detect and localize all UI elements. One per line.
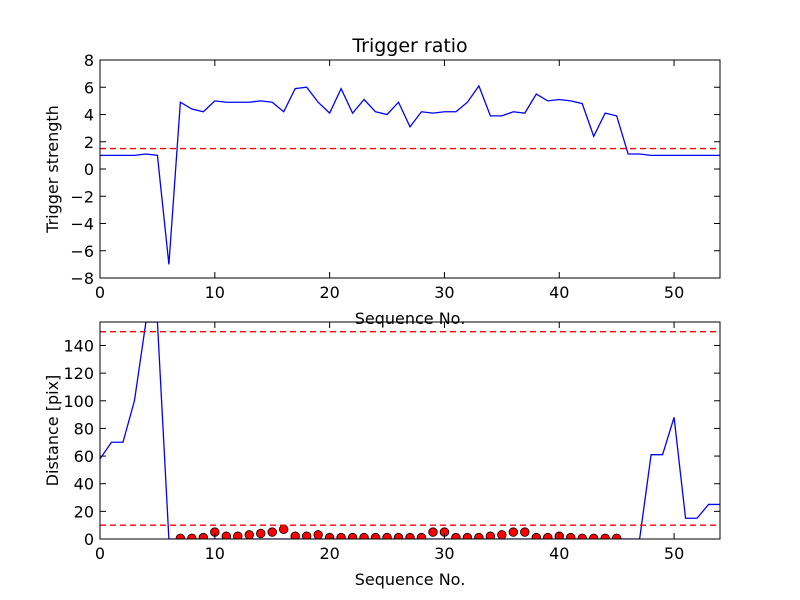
plot-data <box>100 84 720 265</box>
y-tick-label: 80 <box>74 419 94 438</box>
x-tick-label: 0 <box>95 544 105 563</box>
data-marker <box>566 532 576 539</box>
data-marker <box>221 531 231 539</box>
series-line <box>100 84 720 265</box>
data-marker <box>347 532 358 539</box>
series-line <box>100 322 720 539</box>
x-tick-label: 20 <box>319 283 339 302</box>
data-marker <box>508 527 519 537</box>
data-marker <box>393 532 404 539</box>
data-marker <box>382 532 392 539</box>
data-marker <box>520 527 530 537</box>
trigger-ratio-chart: 0 10 20 30 40 50 −8 −6 −4 −2 0 2 4 6 8 Trigger ratio Seq… <box>43 35 721 328</box>
distance-chart: 0 10 20 30 40 50 0 20 40 60 80 100 120 140 Sequence No… <box>43 321 721 589</box>
y-tick-label: 4 <box>84 106 94 125</box>
x-axis-label: Sequence No. <box>355 309 466 328</box>
data-marker <box>336 532 346 539</box>
data-marker <box>416 532 427 539</box>
data-marker <box>405 532 415 539</box>
data-marker <box>497 530 507 539</box>
data-marker <box>290 531 300 539</box>
data-marker <box>313 530 323 539</box>
data-marker <box>198 532 209 539</box>
data-marker <box>428 527 438 537</box>
data-marker <box>451 532 461 539</box>
y-tick-label: 0 <box>84 160 94 179</box>
y-tick-label: −6 <box>70 242 94 261</box>
data-marker <box>359 532 369 539</box>
x-tick-label: 10 <box>205 544 225 563</box>
data-marker <box>233 531 243 539</box>
x-tick-label: 40 <box>549 544 569 563</box>
y-tick-label: 120 <box>63 364 94 383</box>
data-marker <box>301 531 312 539</box>
data-marker <box>531 532 541 539</box>
y-tick-label: 6 <box>84 78 94 97</box>
data-marker <box>256 528 266 539</box>
data-marker <box>267 527 277 537</box>
y-axis-label: Distance [pix] <box>43 375 62 487</box>
x-tick-label: 50 <box>664 544 684 563</box>
y-tick-label: 100 <box>63 392 94 411</box>
x-tick-label: 10 <box>205 283 225 302</box>
y-tick-label: −8 <box>70 269 94 288</box>
data-marker <box>600 533 610 539</box>
data-marker <box>462 532 473 539</box>
x-axis-label: Sequence No. <box>355 570 466 589</box>
x-tick-label: 40 <box>549 283 569 302</box>
data-marker <box>279 524 289 535</box>
data-marker <box>244 530 254 539</box>
data-marker <box>474 532 484 539</box>
x-tick-label: 30 <box>434 544 454 563</box>
x-tick-label: 20 <box>319 544 339 563</box>
plot-frame <box>99 321 721 540</box>
data-marker <box>543 532 553 539</box>
data-marker <box>577 533 587 539</box>
y-tick-label: 0 <box>84 530 94 549</box>
y-axis-label: Trigger strength <box>43 105 62 234</box>
data-marker <box>589 533 599 539</box>
y-tick-label: 20 <box>74 502 94 521</box>
data-marker <box>370 532 381 539</box>
data-marker <box>175 533 186 539</box>
y-tick-label: 140 <box>63 336 94 355</box>
x-tick-label: 50 <box>664 283 684 302</box>
chart-title: Trigger ratio <box>351 35 467 57</box>
y-tick-label: 60 <box>74 447 94 466</box>
x-tick-label: 30 <box>434 283 454 302</box>
plot-data <box>100 322 720 539</box>
data-marker <box>187 533 197 539</box>
data-marker <box>611 533 622 539</box>
y-tick-label: 40 <box>74 475 94 494</box>
x-tick-label: 0 <box>95 283 105 302</box>
y-tick-label: −2 <box>70 187 94 206</box>
data-marker <box>485 531 496 539</box>
y-tick-label: 8 <box>84 51 94 70</box>
y-tick-label: −4 <box>70 215 94 234</box>
y-tick-label: 2 <box>84 133 94 152</box>
